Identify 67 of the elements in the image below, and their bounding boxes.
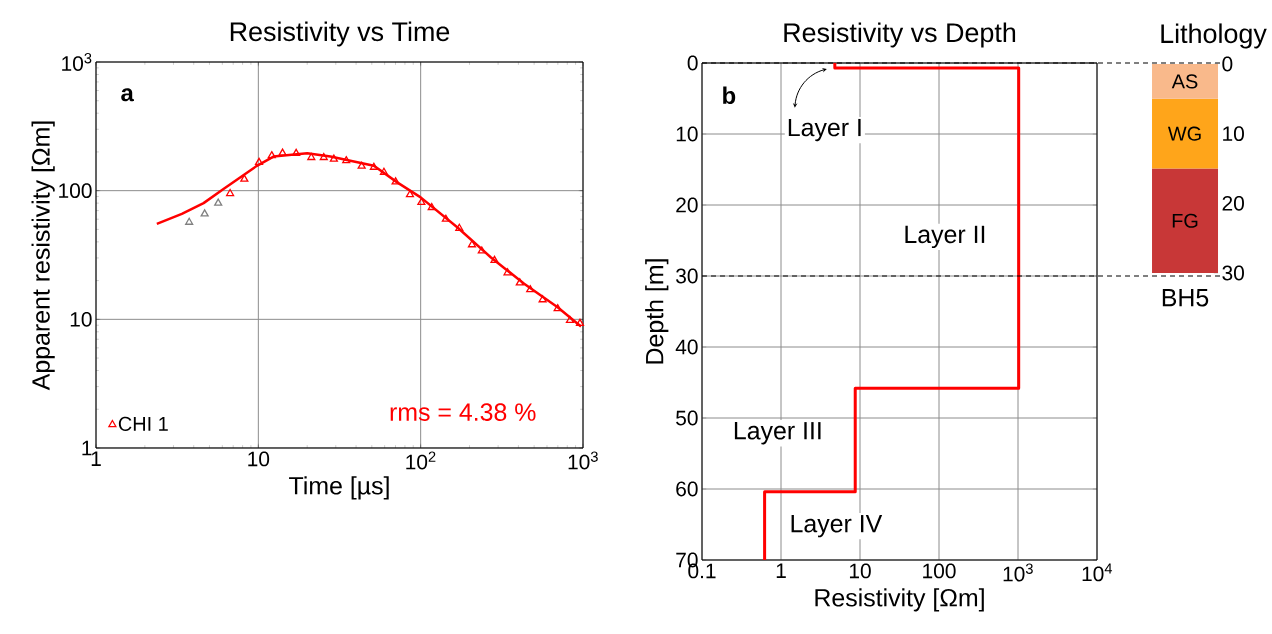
y-tick-label: 30 [676,268,698,284]
point [379,167,389,175]
y-tick-label: 50 [676,410,698,426]
y-axis-title: Apparent resistivity [Ωm] [31,121,55,391]
point [565,315,575,324]
bar [1152,64,1219,99]
y-tick-label: 0 [1222,56,1233,72]
x-axis-title: BH5 [1162,289,1209,307]
x-tick-label: 10$^{3}$ [568,451,598,470]
x-axis-title: Time [µs] [289,476,389,500]
y-tick-label: 20 [676,197,698,213]
x-tick-label: 10 [248,451,270,467]
point [467,240,477,248]
y-tick-label: 10$^{3}$ [62,53,92,71]
point [240,174,249,182]
y-tick-label: 1 [82,440,92,456]
x-tick-label: 10$^{2}$ [406,451,436,470]
point [490,255,499,264]
y-tick-label: 10 [1223,126,1244,142]
annotation: Layer I [788,118,861,142]
annotation: b [723,86,736,105]
point [417,197,426,206]
x-tick-label: 1 [776,563,786,578]
series-label: WG [1167,126,1201,141]
chart-title: Lithology [1161,23,1267,49]
bar [1152,98,1219,169]
y-axis-title: Depth [m] [645,259,669,364]
y-tick-label: 60 [676,481,698,497]
annotation: Layer II [905,225,985,249]
series-label: FG [1172,213,1198,228]
x-tick-label: 100 [923,563,956,579]
series-label: AS [1171,74,1198,89]
y-tick-label: 100 [59,183,92,199]
y-tick-label: 20 [1222,195,1244,211]
point [292,148,301,156]
y-tick-label: 10 [70,311,92,327]
point [329,154,338,162]
legend-label: CHI 1 [118,416,168,431]
point [427,202,436,211]
point [278,148,287,156]
bar [1152,168,1219,273]
annotation: rms = 4.38 % [390,403,536,421]
y-tick-label: 10 [676,126,698,142]
chart-title: Resistivity vs Depth [784,22,1016,48]
point [441,214,450,222]
point [553,304,562,312]
annotation: Layer III [734,422,821,445]
point [477,246,486,254]
x-axis-title: Resistivity [Ωm] [815,588,984,612]
annotation: a [121,88,134,102]
point [503,268,512,276]
point [267,151,276,159]
point [515,278,524,286]
x-tick-label: 10$^{3}$ [1003,563,1033,582]
point [342,156,351,164]
annotation: Layer IV [791,515,883,538]
point [405,190,415,198]
chart-title: Resistivity vs Time [230,21,450,47]
y-tick-label: 0 [687,55,698,71]
point [254,157,264,165]
x-tick-label: 10$^{4}$ [1082,563,1113,582]
point [526,285,535,293]
y-tick-label: 40 [675,339,698,355]
x-tick-label: 10 [849,563,871,579]
y-tick-label: 30 [1222,265,1244,281]
point [455,223,464,231]
point [391,177,400,185]
